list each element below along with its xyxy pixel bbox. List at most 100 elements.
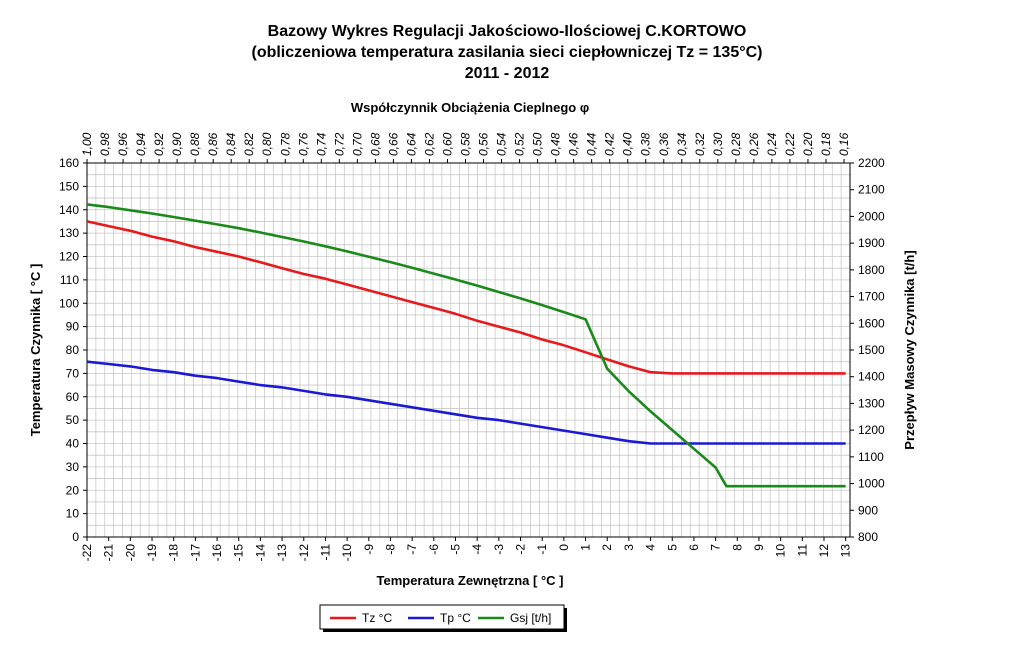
series-line [86, 360, 846, 445]
top-tick-label: 0,80 [260, 132, 274, 156]
top-tick-label: 0,64 [404, 132, 418, 156]
y-left-tick-label: 50 [66, 413, 80, 427]
x-tick-label: -12 [297, 544, 311, 562]
x-tick-label: 0 [557, 544, 571, 551]
series-layer [86, 203, 846, 488]
x-tick-label: -20 [123, 544, 137, 562]
top-tick-label: 0,30 [711, 132, 725, 156]
top-tick-label: 0,52 [513, 132, 527, 156]
y-right-tick-label: 2100 [858, 183, 885, 197]
legend-label: Tz °C [362, 611, 392, 625]
x-tick-label: -1 [535, 544, 549, 555]
right-axis-ticks: 800 900 1000 1100 1200 1300 1400 1500 1600 1700 18… [850, 156, 885, 544]
top-tick-label: 0,86 [206, 132, 220, 156]
top-tick-label: 0,96 [116, 132, 130, 156]
x-tick-label: 12 [817, 544, 831, 558]
top-tick-label: 0,62 [422, 132, 436, 156]
y-right-tick-label: 1000 [858, 477, 885, 491]
top-tick-label: 0,22 [783, 132, 797, 156]
series-line [86, 203, 846, 488]
top-axis-title: Współczynnik Obciążenia Cieplnego φ [351, 100, 589, 115]
top-tick-label: 0,16 [837, 132, 851, 156]
top-tick-label: 0,90 [170, 132, 184, 156]
y-right-tick-label: 1400 [858, 370, 885, 384]
x-tick-label: 13 [839, 544, 853, 558]
y-left-tick-label: 140 [59, 203, 79, 217]
top-tick-label: 0,58 [459, 132, 473, 156]
y-right-tick-label: 1100 [858, 450, 884, 464]
x-tick-label: -8 [383, 544, 397, 555]
top-tick-label: 0,82 [242, 132, 256, 156]
x-tick-label: 9 [752, 544, 766, 551]
x-tick-label: -11 [318, 544, 332, 561]
x-tick-label: -19 [145, 544, 159, 562]
y-right-tick-label: 2200 [858, 156, 885, 170]
chart-title-line-2: (obliczeniowa temperatura zasilania siec… [251, 44, 762, 61]
top-tick-label: 0,66 [386, 132, 400, 156]
x-tick-label: -16 [210, 544, 224, 562]
y-right-tick-label: 800 [858, 530, 878, 544]
top-tick-label: 0,72 [332, 132, 346, 156]
x-tick-label: 10 [774, 544, 788, 558]
x-tick-label: -2 [514, 544, 528, 555]
legend-box [319, 604, 565, 630]
y-right-tick-label: 1800 [858, 263, 885, 277]
top-tick-label: 0,56 [477, 132, 491, 156]
top-tick-label: 0,70 [350, 132, 364, 156]
y-left-tick-label: 60 [66, 390, 80, 404]
top-tick-label: 0,48 [549, 132, 563, 156]
legend: Tz °C Tp °C Gsj [t/h] [319, 604, 567, 632]
y-right-tick-label: 1200 [858, 423, 885, 437]
top-tick-label: 0,94 [134, 132, 148, 156]
y-left-tick-label: 120 [59, 250, 79, 264]
y-right-tick-label: 1600 [858, 316, 885, 330]
legend-label: Tp °C [440, 611, 471, 625]
x-tick-label: 6 [687, 544, 701, 551]
top-tick-label: 0,54 [495, 132, 509, 156]
chart-title-line-3: 2011 - 2012 [465, 65, 550, 82]
y-right-tick-label: 1700 [858, 290, 885, 304]
top-tick-label: 0,60 [440, 132, 454, 156]
legend-items: Tz °C Tp °C Gsj [t/h] [330, 611, 551, 625]
x-tick-label: 1 [579, 544, 593, 551]
top-tick-label: 0,24 [765, 132, 779, 156]
top-tick-label: 0,88 [188, 132, 202, 156]
y-left-tick-label: 150 [59, 179, 79, 193]
series-line [86, 220, 846, 375]
top-tick-label: 0,26 [747, 132, 761, 156]
x-tick-label: 8 [730, 544, 744, 551]
top-tick-label: 0,92 [152, 132, 166, 156]
top-tick-label: 0,46 [567, 132, 581, 156]
top-tick-label: 0,18 [819, 132, 833, 156]
top-tick-label: 0,40 [621, 132, 635, 156]
grid-layer [87, 163, 850, 537]
x-tick-label: -10 [340, 544, 354, 562]
top-tick-label: 0,38 [639, 132, 653, 156]
x-tick-label: -7 [405, 544, 419, 555]
top-tick-label: 0,76 [296, 132, 310, 156]
top-tick-label: 1,00 [80, 132, 94, 156]
x-tick-label: -4 [470, 544, 484, 555]
x-tick-label: -15 [232, 544, 246, 562]
x-tick-label: -5 [448, 544, 462, 555]
top-tick-label: 0,50 [531, 132, 545, 156]
top-tick-label: 0,34 [675, 132, 689, 156]
y-left-tick-label: 0 [72, 530, 79, 544]
top-tick-label: 0,42 [603, 132, 617, 156]
x-axis-title: Temperatura Zewnętrzna [ °C ] [377, 573, 564, 588]
y-left-tick-label: 110 [60, 273, 79, 287]
bottom-axis-ticks: -22 -21 -20 -19 -18 -17 -16 -15 -14 -13 -12 -11 -10-… [80, 537, 853, 561]
y-right-tick-label: 1500 [858, 343, 885, 357]
x-tick-label: -6 [427, 544, 441, 555]
y-right-tick-label: 2000 [858, 209, 885, 223]
x-tick-label: -13 [275, 544, 289, 562]
top-tick-label: 0,32 [693, 132, 707, 156]
y-axis-right-title: Przepływ Masowy Czynnika [t/h] [902, 250, 917, 449]
x-tick-label: 4 [644, 544, 658, 551]
top-tick-label: 0,84 [224, 132, 238, 156]
y-left-tick-label: 130 [59, 226, 79, 240]
legend-label: Gsj [t/h] [510, 611, 551, 625]
top-tick-label: 0,98 [98, 132, 112, 156]
y-left-tick-label: 20 [66, 483, 80, 497]
